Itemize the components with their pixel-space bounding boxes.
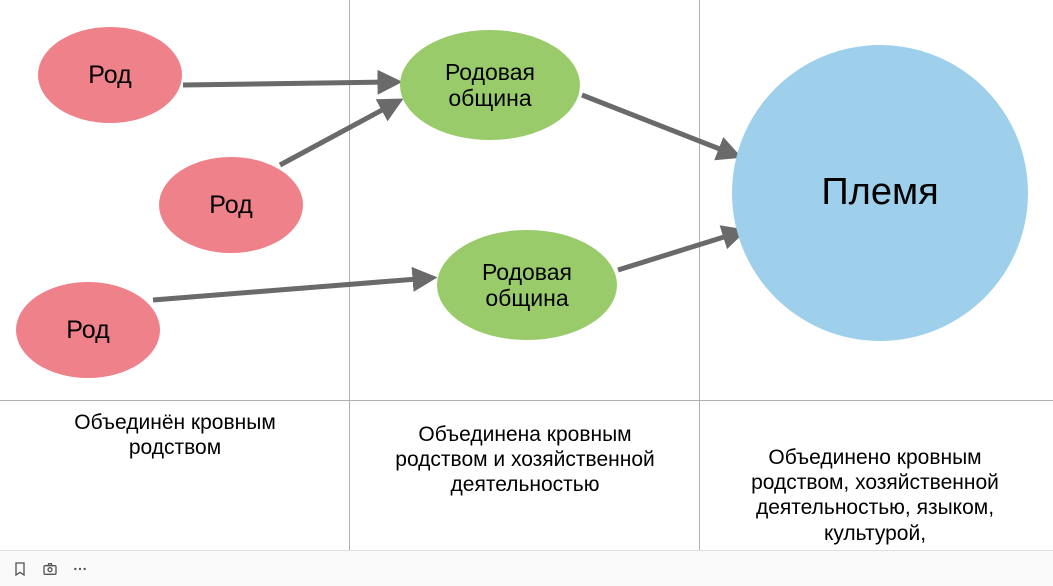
node-rod1: Род [38,27,182,123]
bookmark-icon[interactable] [8,557,32,581]
column-label-1: Объединён кровным родством [15,410,335,460]
more-icon[interactable] [68,557,92,581]
bottom-toolbar [0,550,1053,586]
horizontal-divider [0,400,1053,401]
node-rod2: Род [159,157,303,253]
diagram-container: Род Род Род Родовая община Родовая община Пле… [0,0,1053,586]
node-obsh2: Родовая община [437,230,617,340]
node-plemya: Племя [732,45,1028,341]
node-obsh1: Родовая община [400,30,580,140]
camera-icon[interactable] [38,557,62,581]
column-label-2: Объединена кровным родством и хозяйствен… [365,422,685,498]
node-rod3: Род [16,282,160,378]
